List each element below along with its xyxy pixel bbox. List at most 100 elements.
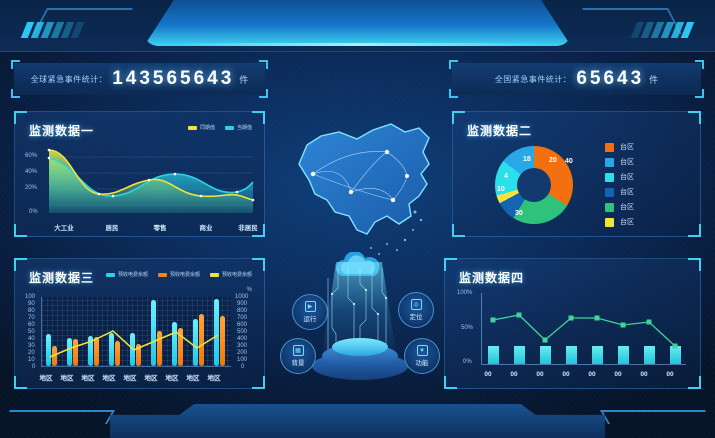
bar-cyan [109,333,114,366]
legend-label: 台区 [620,204,634,211]
legend-label: 当期值 [236,125,252,131]
chart3-xtick: 地区 [144,375,158,382]
panel-title: 监测数据三 [29,271,95,285]
panel-title: 监测数据二 [467,124,533,138]
bar-orange [178,328,183,366]
legend-swatch-icon [605,187,614,197]
legend-swatch-icon [187,125,197,130]
center-button-label: 功能 [415,360,429,367]
play-icon: ▶ [304,301,316,312]
chart4-line-series [490,312,678,349]
donut-value: 30 [515,210,523,217]
donut-value: 18 [523,156,531,163]
chart4-xtick: 00 [640,371,648,378]
chart4-ytick: 0% [463,359,472,365]
center-button-locate[interactable]: ◎ 定位 [398,292,434,328]
chart3-xtick: 地区 [81,375,95,382]
legend-item: 同期值 [187,124,215,131]
center-button-label: 背景 [291,360,305,367]
chart4-xtick: 00 [562,371,570,378]
chart3-xtick: 地区 [123,375,137,382]
bar-cyan [172,322,177,366]
china-map[interactable] [287,112,445,262]
bar-orange [199,314,204,366]
chart3-line-series [49,330,219,358]
center-button-run[interactable]: ▶ 运行 [292,294,328,330]
chart3-ytick-left: 100 [25,294,36,300]
corner-bracket-icon [688,258,701,271]
chart1-ytick: 60% [25,153,38,159]
footer-bar [110,404,605,438]
chart3-ytick-right: 400 [237,336,248,342]
panel-monitoring-data-2: 监测数据二 40 20 18 4 10 30 台区 台区 台区 台区 台区 台区 [452,111,701,237]
corner-bracket-icon [14,376,27,389]
bar-cyan [46,334,51,366]
bar-cyan [488,346,499,364]
center-button-label: 运行 [303,316,317,323]
chart4-xtick: 00 [588,371,596,378]
chart3-xtick: 地区 [207,375,221,382]
corner-bracket-icon [688,111,701,124]
corner-bracket-icon [452,224,465,237]
legend-item: 预收电费余额 [157,271,200,278]
chart3-xtick: 地区 [39,375,53,382]
chart3-ytick-left: 0 [32,364,36,370]
bar-cyan [67,338,72,366]
global-event-counter: 全球紧急事件统计： 143565643 件 [11,60,268,98]
chart1-xtick: 大工业 [54,225,74,232]
bar-cyan [644,346,655,364]
bar-cyan [566,346,577,364]
panel-monitoring-data-1: 监测数据一 同期值 当期值 60% [14,111,265,237]
map-connection-arcs [312,151,408,201]
chart3-xtick: 地区 [186,375,200,382]
chart2-donut [495,146,573,224]
center-button-function[interactable]: ✷ 功能 [404,338,440,374]
bar-orange [220,316,225,366]
legend-label: 台区 [620,189,634,196]
legend-label: 台区 [620,219,634,226]
corner-bracket-icon [695,89,704,98]
legend-swatch-icon [605,142,614,152]
chart1-ytick: 0% [29,209,38,215]
chart1-legend: 同期值 当期值 [187,124,252,131]
chart3-ytick-left: 70 [28,315,35,321]
corner-bracket-icon [449,89,458,98]
donut-value: 4 [504,173,508,180]
donut-value: 20 [549,157,557,164]
legend-item: 台区 [605,172,634,182]
legend-item: 台区 [605,187,634,197]
center-button-label: 定位 [409,314,423,321]
center-button-background[interactable]: ▦ 背景 [280,338,316,374]
legend-item: 台区 [605,202,634,212]
corner-bracket-icon [449,60,458,69]
bar-cyan [193,319,198,366]
corner-bracket-icon [452,111,465,124]
chart3-ytick-left: 80 [28,308,35,314]
chart4-xtick: 00 [484,371,492,378]
panel-monitoring-data-3: 监测数据三 预收电费余额 预收电费余额 预收电费余额 % 100 90 80 7… [14,258,265,389]
bar-cyan [514,346,525,364]
chart3-right-axis-unit: % [246,287,252,293]
bar-cyan [670,346,681,364]
app-header [0,0,715,52]
bar-orange [73,339,78,366]
legend-item: 台区 [605,157,634,167]
chart3-ytick-left: 90 [28,301,35,307]
image-icon: ▦ [292,345,304,356]
counter-value: 65643 [576,68,645,89]
podium-top [332,338,388,356]
bar-cyan [618,346,629,364]
donut-value: 10 [497,186,505,193]
counter-unit: 件 [649,74,659,85]
bar-orange [157,331,162,366]
chart1-xtick: 零售 [153,225,167,232]
map-nodes [310,149,409,203]
chart3-plot-area [41,297,231,367]
legend-label: 预收电费余额 [117,272,148,278]
legend-swatch-icon [605,157,614,167]
chart3-xtick: 地区 [102,375,116,382]
map-islands [370,210,423,255]
chart3-ytick-right: 700 [237,315,248,321]
legend-label: 预收电费余额 [221,272,252,278]
legend-label: 台区 [620,144,634,151]
